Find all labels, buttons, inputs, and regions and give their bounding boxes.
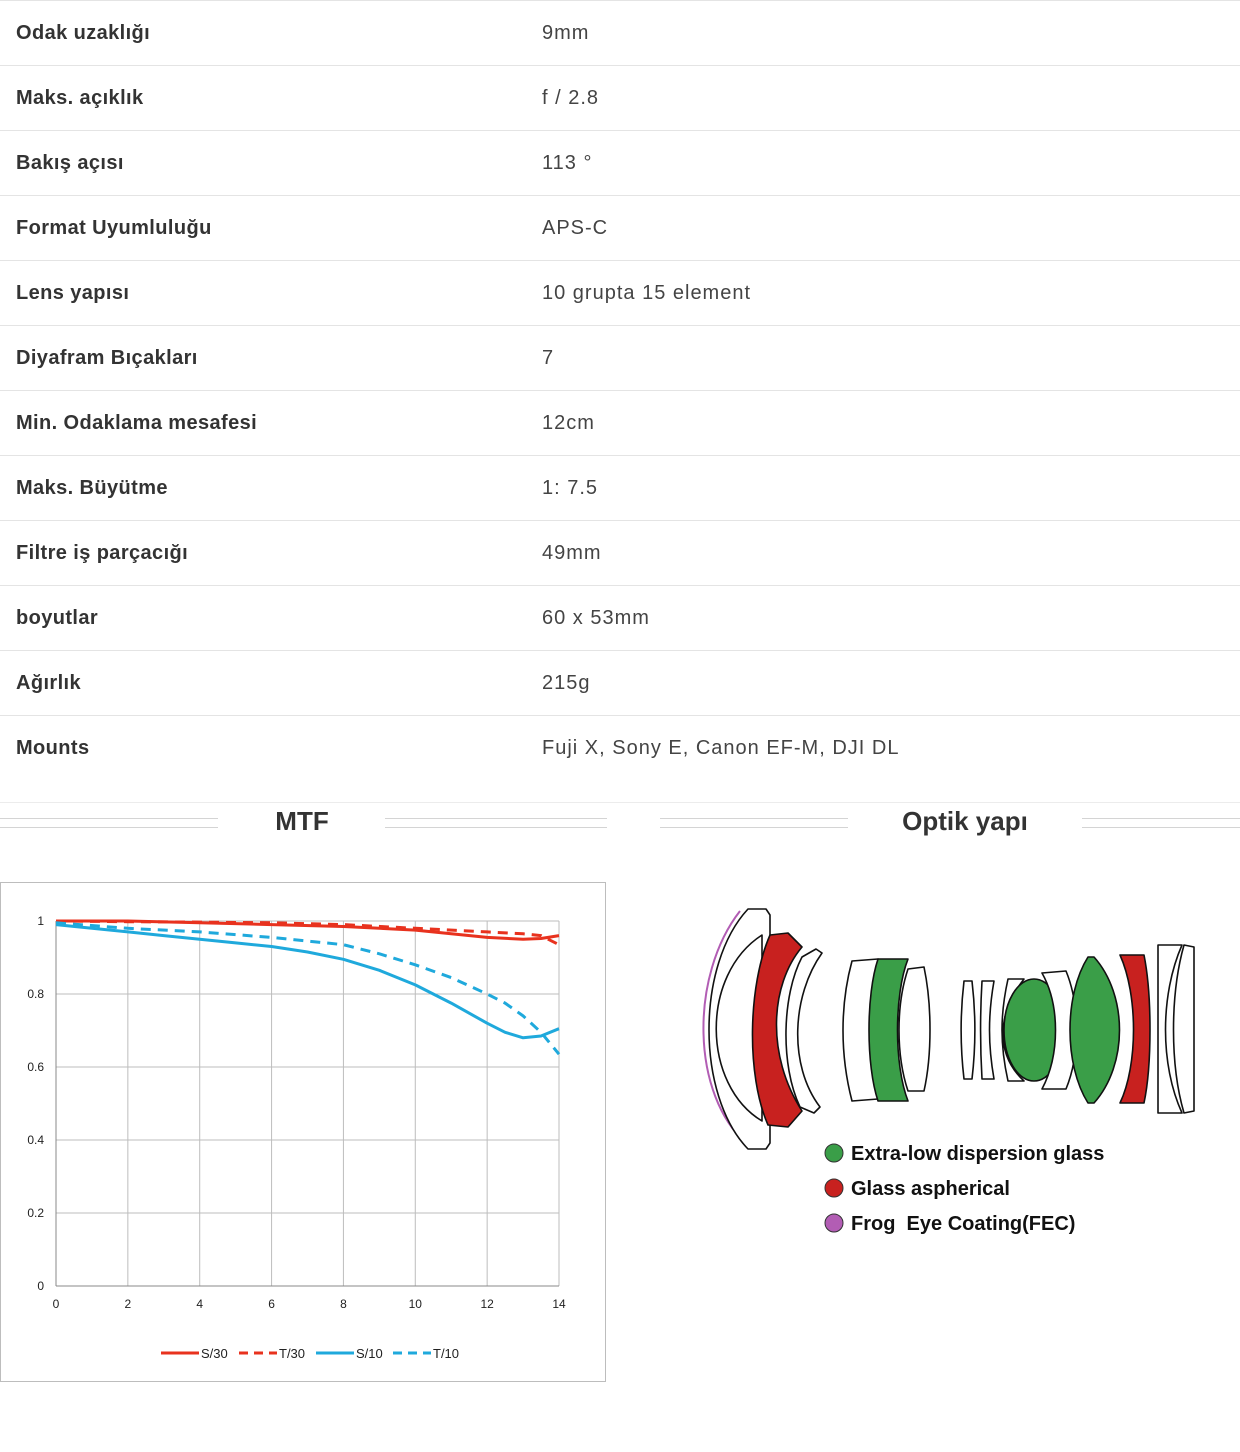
series-line-s-30 xyxy=(56,919,560,941)
x-tick-label: 8 xyxy=(340,1297,347,1311)
optics-legend-label: Frog Eye Coating(FEC) xyxy=(851,1213,1075,1235)
lens-element-8 xyxy=(979,980,995,1080)
lens-element-2-aspherical xyxy=(751,932,803,1128)
series-line-s-10 xyxy=(55,923,560,1040)
spec-value: f / 2.8 xyxy=(542,86,600,109)
spec-value: 60 x 53mm xyxy=(542,606,650,629)
legend-label: S/10 xyxy=(356,1346,383,1361)
spec-label: Odak uzaklığı xyxy=(16,21,151,44)
spec-value: 49mm xyxy=(542,541,602,564)
x-tick-label: 14 xyxy=(552,1297,566,1311)
mtf-chart-frame: 0 2 4 6 8 10 12 14 0 0.2 0.4 0.6 0.8 1 S/30 T/30 S/10 T/1… xyxy=(0,882,606,1382)
optics-heading-rule-left xyxy=(660,818,848,828)
spec-label: Lens yapısı xyxy=(16,281,130,304)
mtf-chart: 0 2 4 6 8 10 12 14 0 0.2 0.4 0.6 0.8 1 S/30 T/30 S/10 T/1… xyxy=(27,914,566,1361)
legend-swatch-icon xyxy=(824,1178,844,1198)
spec-row: Format Uyumluluğu APS-C xyxy=(0,196,1240,261)
x-tick-label: 12 xyxy=(480,1297,494,1311)
x-tick-label: 6 xyxy=(268,1297,275,1311)
lens-element-5-ed xyxy=(868,958,909,1102)
spec-row: Lens yapısı 10 grupta 15 element xyxy=(0,261,1240,326)
spec-row: Min. Odaklama mesafesi 12cm xyxy=(0,391,1240,456)
lens-element-13-aspherical xyxy=(1119,954,1151,1104)
spec-row: Maks. Büyütme 1: 7.5 xyxy=(0,456,1240,521)
optical-structure-diagram: Extra-low dispersion glass Glass aspheric… xyxy=(690,895,1210,1260)
spec-label: Maks. Büyütme xyxy=(16,476,168,499)
mtf-title: MTF xyxy=(275,806,329,836)
y-tick-label: 1 xyxy=(37,914,44,928)
spec-row: boyutlar 60 x 53mm xyxy=(0,586,1240,651)
x-tick-label: 10 xyxy=(409,1297,423,1311)
lens-element-14 xyxy=(1157,944,1183,1114)
spec-row: Diyafram Bıçakları 7 xyxy=(0,326,1240,391)
optics-legend-label: Glass aspherical xyxy=(851,1178,1010,1200)
optics-legend: Extra-low dispersion glass Glass aspheric… xyxy=(824,1143,1104,1235)
spec-label: Diyafram Bıçakları xyxy=(16,346,198,369)
x-tick-label: 2 xyxy=(125,1297,132,1311)
y-tick-label: 0 xyxy=(37,1279,44,1293)
spec-value: 12cm xyxy=(542,411,595,434)
spec-row: Filtre iş parçacığı 49mm xyxy=(0,521,1240,586)
legend-label: S/30 xyxy=(201,1346,228,1361)
spec-label: Mounts xyxy=(16,736,90,759)
section-divider xyxy=(0,802,1240,803)
spec-value: Fuji X, Sony E, Canon EF-M, DJI DL xyxy=(542,736,900,759)
y-tick-label: 0.4 xyxy=(27,1133,44,1147)
spec-row: Odak uzaklığı 9mm xyxy=(0,1,1240,66)
legend-label: T/10 xyxy=(433,1346,459,1361)
spec-value: 113 ° xyxy=(542,151,593,174)
legend-swatch-icon xyxy=(824,1213,844,1233)
lens-element-4 xyxy=(842,958,879,1102)
legend-swatch-icon xyxy=(824,1143,844,1163)
lens-element-15 xyxy=(1172,944,1195,1114)
spec-label: Bakış açısı xyxy=(16,151,124,174)
optics-heading-rule-right xyxy=(1082,818,1240,828)
spec-row: Mounts Fuji X, Sony E, Canon EF-M, DJI DL xyxy=(0,716,1240,780)
lens-element-1 xyxy=(708,908,771,1150)
spec-value: 10 grupta 15 element xyxy=(542,281,752,304)
optics-title: Optik yapı xyxy=(902,806,1028,836)
y-tick-label: 0.6 xyxy=(27,1060,44,1074)
y-tick-label: 0.8 xyxy=(27,987,44,1001)
spec-value: 7 xyxy=(542,346,555,369)
spec-value: APS-C xyxy=(542,216,609,239)
spec-value: 9mm xyxy=(542,21,590,44)
x-tick-label: 4 xyxy=(196,1297,203,1311)
spec-label: boyutlar xyxy=(16,606,99,629)
spec-label: Format Uyumluluğu xyxy=(16,216,212,239)
spec-label: Filtre iş parçacığı xyxy=(16,541,189,564)
spec-table: Odak uzaklığı 9mm Maks. açıklık f / 2.8 Bakı… xyxy=(0,0,1240,780)
spec-row: Ağırlık 215g xyxy=(0,651,1240,716)
x-tick-label: 0 xyxy=(53,1297,60,1311)
lens-element-6 xyxy=(898,966,931,1092)
spec-row: Bakış açısı 113 ° xyxy=(0,131,1240,196)
legend-label: T/30 xyxy=(279,1346,305,1361)
series-line-t-10 xyxy=(55,921,561,1056)
spec-row: Maks. açıklık f / 2.8 xyxy=(0,66,1240,131)
y-tick-label: 0.2 xyxy=(27,1206,44,1220)
lens-element-3 xyxy=(785,948,823,1114)
optics-legend-label: Extra-low dispersion glass xyxy=(851,1143,1104,1165)
spec-value: 1: 7.5 xyxy=(542,476,599,499)
spec-label: Maks. açıklık xyxy=(16,86,144,109)
lens-element-7 xyxy=(960,980,976,1080)
spec-value: 215g xyxy=(542,671,591,694)
series-line-t-30 xyxy=(55,919,560,947)
lens-diagram: Extra-low dispersion glass Glass aspheric… xyxy=(702,908,1195,1235)
mtf-heading-rule-right xyxy=(385,818,607,828)
spec-label: Min. Odaklama mesafesi xyxy=(16,411,258,434)
lens-element-12-ed xyxy=(1069,956,1121,1104)
spec-label: Ağırlık xyxy=(16,671,82,694)
mtf-heading-rule-left xyxy=(0,818,218,828)
